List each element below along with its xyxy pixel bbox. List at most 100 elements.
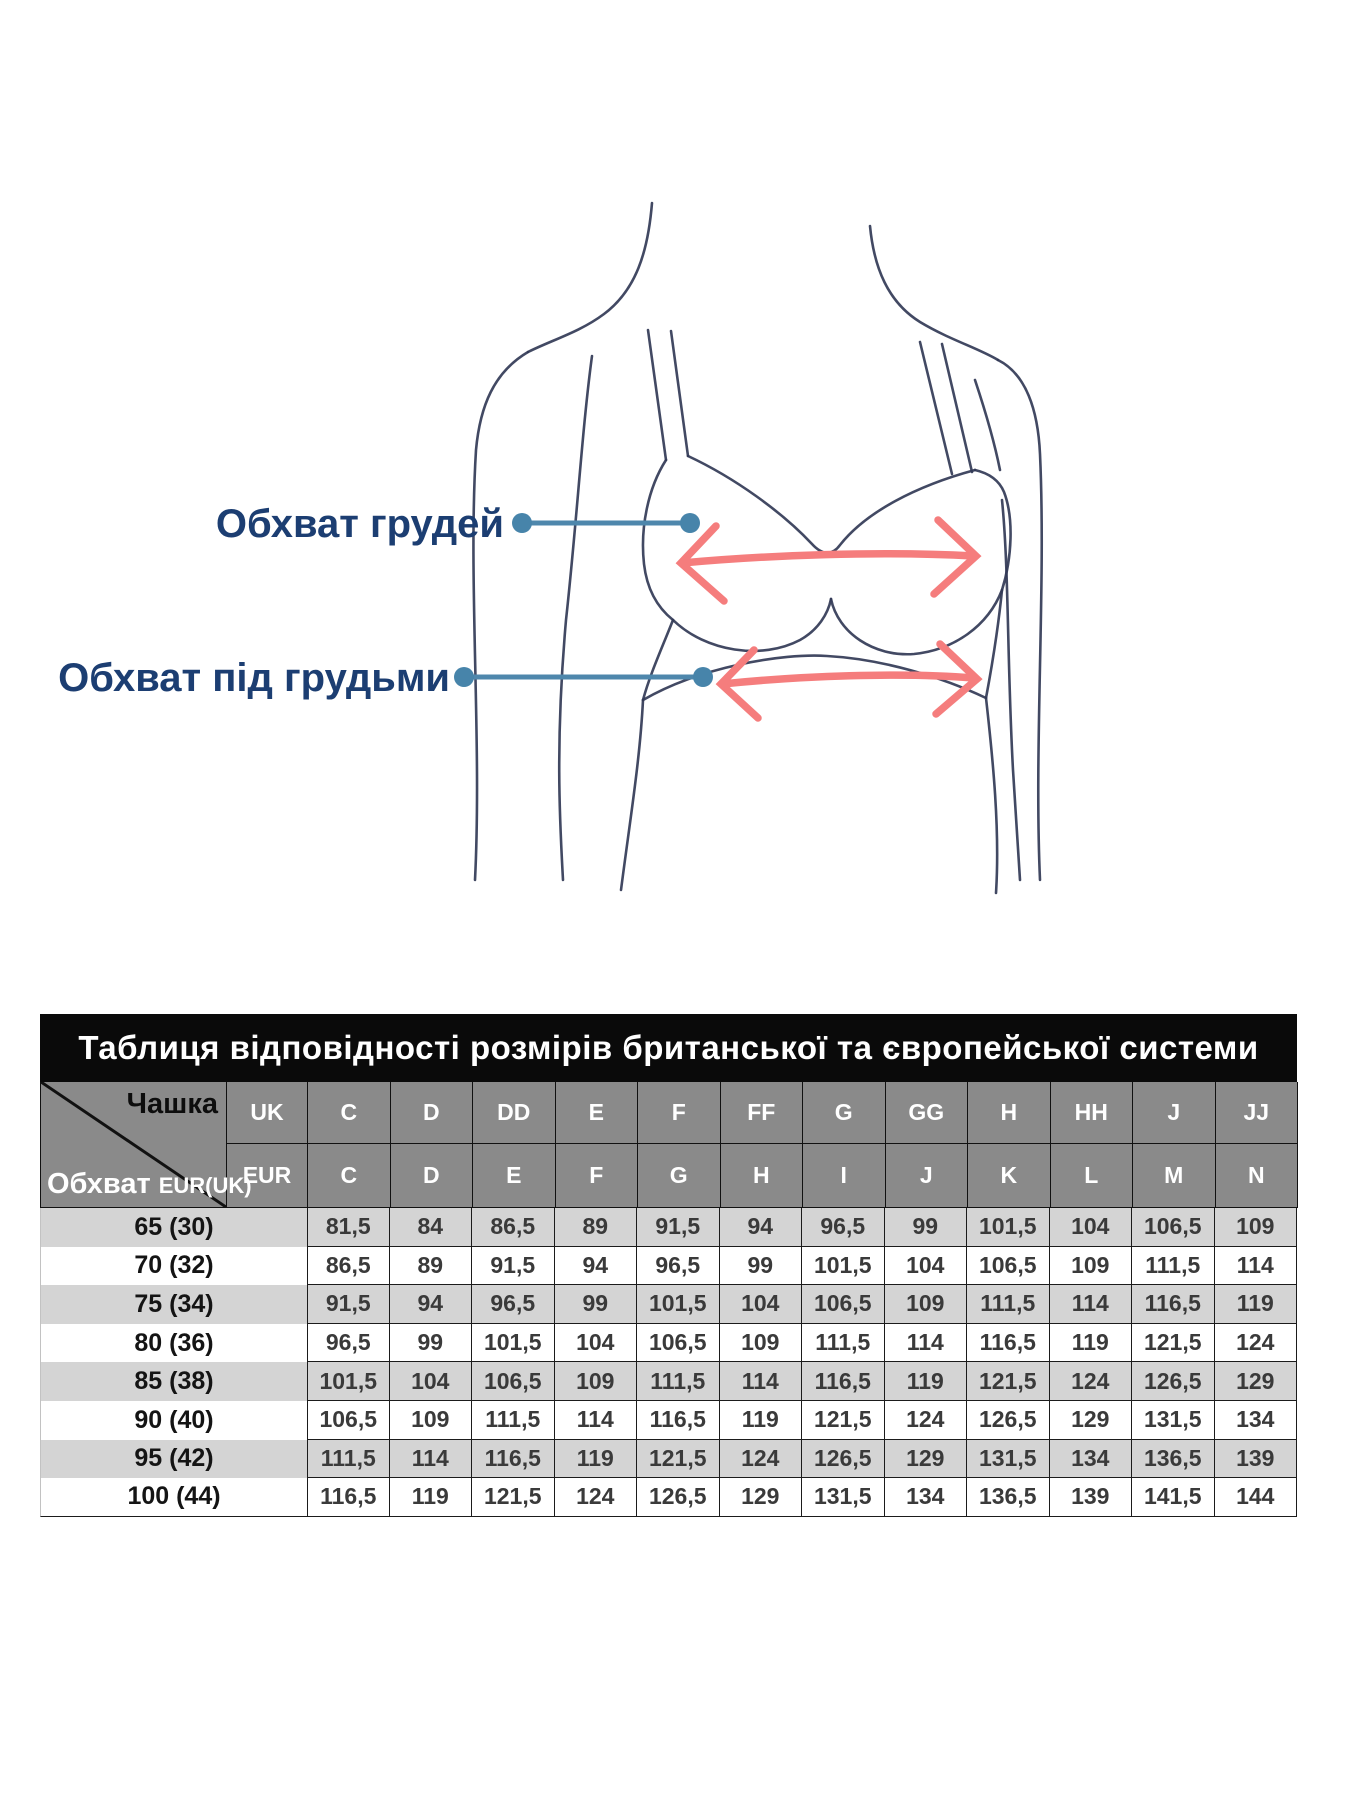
size-value-cell: 136,5	[967, 1478, 1050, 1517]
size-value-cell: 81,5	[307, 1208, 390, 1247]
size-value-cell: 139	[1214, 1439, 1297, 1479]
size-value-cell: 114	[554, 1400, 637, 1440]
band-size-label: 65 (30)	[40, 1208, 307, 1247]
size-value-cell: 111,5	[472, 1400, 555, 1440]
size-value-cell: 129	[1049, 1400, 1132, 1440]
size-value-cell: 116,5	[472, 1439, 555, 1479]
eur-cup-I: I	[803, 1144, 886, 1208]
eur-cup-K: K	[968, 1144, 1051, 1208]
bust-connector	[512, 513, 700, 533]
band-size-label: 100 (44)	[40, 1478, 307, 1517]
table-row: 80 (36) 96,5 99 101,5 104 106,5 109 111,5 114 116…	[40, 1323, 1297, 1363]
size-value-cell: 86,5	[307, 1246, 390, 1286]
uk-cup-G: G	[803, 1082, 886, 1144]
size-value-cell: 111,5	[637, 1362, 720, 1401]
table-row: 65 (30) 81,5 84 86,5 89 91,5 94 96,5 99 101,5 104 1…	[40, 1208, 1297, 1247]
size-value-cell: 124	[1049, 1362, 1132, 1401]
underbust-measure-arrow	[715, 640, 983, 722]
size-value-cell: 124	[1214, 1323, 1297, 1363]
size-value-cell: 101,5	[472, 1323, 555, 1363]
corner-girth-word: Обхват	[47, 1168, 151, 1200]
size-value-cell: 104	[884, 1246, 967, 1286]
size-value-cell: 121,5	[472, 1478, 555, 1517]
size-value-cell: 119	[719, 1400, 802, 1440]
eur-cup-E: E	[473, 1144, 556, 1208]
size-value-cell: 134	[1214, 1400, 1297, 1440]
size-table: Таблиця відповідності розмірів британськ…	[40, 1014, 1298, 1517]
size-value-cell: 129	[719, 1478, 802, 1517]
size-value-cell: 139	[1049, 1478, 1132, 1517]
size-value-cell: 121,5	[637, 1439, 720, 1479]
table-row: 75 (34) 91,5 94 96,5 99 101,5 104 106,5 109 111,5…	[40, 1285, 1297, 1324]
size-value-cell: 114	[719, 1362, 802, 1401]
corner-girth-units: EUR(UK)	[158, 1173, 252, 1198]
underbust-connector-dot-left	[454, 667, 474, 687]
size-value-cell: 99	[884, 1208, 967, 1247]
size-value-cell: 99	[389, 1323, 472, 1363]
eur-cup-F: F	[555, 1144, 638, 1208]
size-table-header: Чашка Обхват EUR(UK) UK EUR C D DD E F FF G GG H…	[40, 1082, 1298, 1208]
size-value-cell: 111,5	[802, 1323, 885, 1363]
size-value-cell: 109	[1214, 1208, 1297, 1247]
size-value-cell: 109	[719, 1323, 802, 1363]
table-row: 90 (40) 106,5 109 111,5 114 116,5 119 121,5 124 1…	[40, 1400, 1297, 1440]
size-value-cell: 129	[1214, 1362, 1297, 1401]
size-value-cell: 121,5	[1132, 1323, 1215, 1363]
uk-cup-C: C	[308, 1082, 391, 1144]
eur-cup-L: L	[1050, 1144, 1133, 1208]
size-value-cell: 111,5	[307, 1439, 390, 1479]
uk-cup-JJ: JJ	[1215, 1082, 1298, 1144]
uk-cup-F: F	[638, 1082, 721, 1144]
uk-cup-GG: GG	[885, 1082, 968, 1144]
size-value-cell: 111,5	[967, 1285, 1050, 1324]
size-value-cell: 131,5	[802, 1478, 885, 1517]
corner-cell: Чашка Обхват EUR(UK)	[41, 1082, 252, 1208]
eur-cup-M: M	[1133, 1144, 1216, 1208]
size-value-cell: 104	[389, 1362, 472, 1401]
band-size-label: 70 (32)	[40, 1246, 307, 1286]
size-value-cell: 91,5	[472, 1246, 555, 1286]
size-value-cell: 101,5	[967, 1208, 1050, 1247]
size-value-cell: 136,5	[1132, 1439, 1215, 1479]
band-size-label: 85 (38)	[40, 1362, 307, 1401]
table-row: 95 (42) 111,5 114 116,5 119 121,5 124 126,5 129 1…	[40, 1439, 1297, 1479]
size-value-cell: 119	[1049, 1323, 1132, 1363]
bust-label: Обхват грудей	[216, 502, 504, 546]
size-value-cell: 106,5	[1132, 1208, 1215, 1247]
size-value-cell: 114	[389, 1439, 472, 1479]
band-size-label: 95 (42)	[40, 1439, 307, 1479]
size-value-cell: 109	[884, 1285, 967, 1324]
eur-cup-J: J	[885, 1144, 968, 1208]
size-value-cell: 126,5	[967, 1400, 1050, 1440]
size-value-cell: 131,5	[1132, 1400, 1215, 1440]
size-value-cell: 109	[389, 1400, 472, 1440]
size-value-cell: 131,5	[967, 1439, 1050, 1479]
size-value-cell: 96,5	[637, 1246, 720, 1286]
eur-cup-D: D	[390, 1144, 473, 1208]
size-value-cell: 89	[389, 1246, 472, 1286]
band-size-label: 80 (36)	[40, 1323, 307, 1363]
size-value-cell: 111,5	[1132, 1246, 1215, 1286]
size-value-cell: 124	[719, 1439, 802, 1479]
eur-cup-N: N	[1215, 1144, 1298, 1208]
uk-cup-E: E	[555, 1082, 638, 1144]
bust-connector-dot-left	[512, 513, 532, 533]
size-value-cell: 106,5	[637, 1323, 720, 1363]
corner-cup-label: Чашка	[126, 1088, 218, 1120]
uk-row-header: UK	[227, 1082, 308, 1144]
size-value-cell: 116,5	[967, 1323, 1050, 1363]
size-value-cell: 119	[554, 1439, 637, 1479]
size-value-cell: 96,5	[802, 1208, 885, 1247]
size-value-cell: 104	[554, 1323, 637, 1363]
size-value-cell: 144	[1214, 1478, 1297, 1517]
size-value-cell: 104	[719, 1285, 802, 1324]
size-value-cell: 126,5	[802, 1439, 885, 1479]
size-value-cell: 91,5	[307, 1285, 390, 1324]
size-value-cell: 101,5	[307, 1362, 390, 1401]
size-value-cell: 116,5	[802, 1362, 885, 1401]
underbust-connector-dot-right	[693, 667, 713, 687]
torso-measurement-diagram: Обхват грудей Обхват під грудьми	[58, 201, 1044, 895]
corner-girth-label: Обхват EUR(UK)	[47, 1168, 252, 1201]
size-value-cell: 119	[1214, 1285, 1297, 1324]
size-value-cell: 106,5	[307, 1400, 390, 1440]
